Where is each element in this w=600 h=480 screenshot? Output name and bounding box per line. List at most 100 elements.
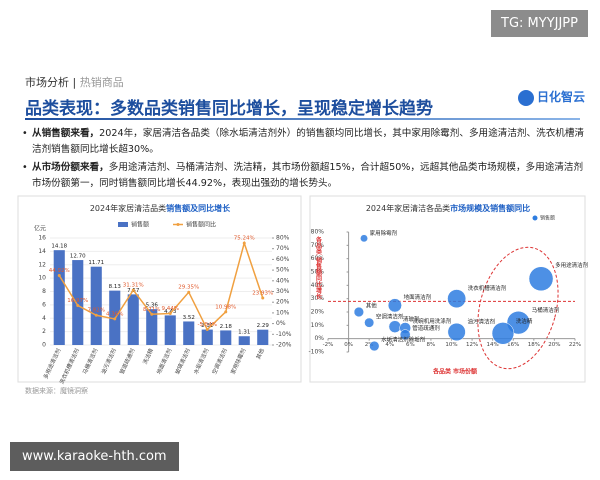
- bar: [127, 294, 139, 345]
- y2-tick-label: 10%: [276, 309, 290, 316]
- line-value-label: 16.97%: [67, 298, 88, 304]
- y-tick-label: 0: [42, 342, 46, 349]
- chart-title-highlight: 市场规模及销售额同比: [450, 203, 530, 213]
- y2-tick-label: 40%: [276, 277, 290, 284]
- y2-tick-label: -10%: [276, 331, 292, 338]
- x-tick-label: 4%: [385, 342, 394, 348]
- line-point: [261, 296, 265, 300]
- bar-value-label: 5.36: [146, 303, 159, 309]
- x-tick-label: 多用途清洁剂: [41, 347, 62, 381]
- x-tick-label: 0%: [344, 342, 353, 348]
- line-point: [76, 303, 80, 307]
- breadcrumb: 市场分析 | 热销商品: [25, 76, 124, 89]
- y-tick-label: 6: [42, 301, 46, 308]
- bullet-lead: 从市场份额来看，: [32, 162, 109, 173]
- y-tick-label: 10%: [311, 322, 325, 329]
- line-value-label: 9.44%: [162, 306, 179, 312]
- bar-value-label: 8.13: [109, 284, 122, 290]
- chart-title: 2024年家居清洁各品类市场规模及销售额同比: [366, 203, 530, 213]
- bubble-label: 水垢清洁剂除垢剂: [381, 336, 426, 344]
- source: 数据来源：魔镜洞察: [25, 387, 88, 395]
- bubble-label: 家用除霉剂: [370, 229, 398, 237]
- y-tick-label: 30%: [311, 295, 325, 302]
- y-tick-label: 12: [38, 261, 46, 268]
- x-tick-label: -2%: [323, 342, 334, 348]
- legend-swatch: [176, 223, 180, 226]
- highlight-ellipse: [477, 246, 559, 370]
- y-tick-label: 60%: [311, 255, 325, 262]
- x-tick-label: 马桶清洁剂: [81, 347, 100, 376]
- chart-title-text: 2024年家居清洁品类: [90, 203, 166, 213]
- x-tick-label: 6%: [406, 342, 415, 348]
- legend-label: 销售额: [540, 215, 555, 222]
- y-tick-label: 0%: [314, 335, 324, 342]
- x-tick-label: 油污清洁剂: [99, 347, 118, 376]
- bar-value-label: 3.52: [183, 315, 195, 321]
- line-value-label: 29.35%: [178, 285, 199, 291]
- bar: [201, 329, 213, 345]
- bar-value-label: 12.70: [70, 254, 86, 260]
- bar: [146, 309, 158, 345]
- line-point: [242, 241, 246, 245]
- bar: [72, 260, 84, 345]
- x-tick-label: 地面清洁剂: [155, 347, 174, 376]
- watermark: TG: MYYJJPP: [491, 10, 588, 37]
- bubble-label: 其他: [366, 302, 378, 310]
- bar: [257, 329, 269, 345]
- line-value-label: 44.92%: [49, 268, 70, 274]
- x-tick-label: 22%: [569, 342, 581, 348]
- line-point: [187, 290, 191, 294]
- x-tick-label: 洗洁精: [141, 347, 155, 366]
- bubble-label: 油污清洁剂: [467, 318, 495, 326]
- bullet-text: 多用途清洁剂、马桶清洁剂、洗洁精，其市场份额超15%，合计超50%，远超其他品类…: [32, 162, 584, 189]
- line-point: [94, 313, 98, 317]
- bubble: [447, 322, 466, 342]
- x-tick-label: 12%: [466, 342, 478, 348]
- line-point: [131, 288, 135, 292]
- bubble-label: 马桶清洁剂: [532, 306, 560, 314]
- bubble-label: 地面清洁剂: [404, 293, 432, 301]
- y-tick-label: 8: [42, 288, 46, 295]
- bar-value-label: 4.43: [164, 309, 177, 315]
- bar-value-label: 2.31: [201, 323, 213, 329]
- logo-icon: [518, 89, 534, 106]
- y-tick-label: 4: [42, 315, 46, 322]
- bar: [220, 330, 232, 345]
- line-value-label: 8.71%: [143, 307, 160, 313]
- x-tick-label: 8%: [427, 342, 436, 348]
- legend-swatch: [118, 222, 128, 227]
- chart-title-highlight: 销售额及同比增长: [166, 203, 231, 213]
- line-point: [224, 310, 228, 314]
- bubble-label: 多用途清洁剂: [555, 261, 589, 269]
- y-tick-label: 16: [38, 235, 46, 242]
- x-tick-label: 空调清洁剂: [210, 347, 229, 376]
- line-value-label: 4.36%: [106, 311, 123, 317]
- x-tick-label: 18%: [528, 342, 540, 348]
- y-axis-label: 亿元: [34, 225, 46, 233]
- y-tick-label: 50%: [311, 269, 325, 276]
- line-value-label: 23.93%: [252, 290, 273, 296]
- bar-value-label: 2.29: [257, 323, 270, 329]
- bubble: [369, 340, 380, 352]
- y-tick-label: 70%: [311, 242, 325, 249]
- bar: [53, 250, 65, 345]
- line-value-label: 75.24%: [234, 236, 255, 242]
- line-value-label: -5.54%: [198, 322, 217, 328]
- y2-tick-label: 60%: [276, 256, 290, 263]
- bubble: [388, 320, 402, 333]
- bar: [90, 266, 102, 345]
- line-value-label: 31.31%: [123, 283, 144, 289]
- y-tick-label: 40%: [311, 282, 325, 289]
- x-tick-label: 水垢清洁剂: [192, 347, 211, 376]
- line: [58, 240, 264, 331]
- title-rule: [25, 118, 580, 120]
- line-point: [113, 317, 117, 321]
- chart-frame: [309, 195, 586, 383]
- bar-value-label: 1.31: [238, 330, 250, 336]
- bullet-text: 2024年，家居清洁各品类（除水垢清洁剂外）的销售额均同比增长，其中家用除霉剂、…: [32, 128, 585, 155]
- bubble-label: 清玻剂: [403, 315, 420, 323]
- bubble: [447, 289, 467, 309]
- bubble-label: 洗衣机槽清洁剂: [468, 284, 507, 292]
- x-tick-label: 玻璃清洁剂: [173, 347, 192, 376]
